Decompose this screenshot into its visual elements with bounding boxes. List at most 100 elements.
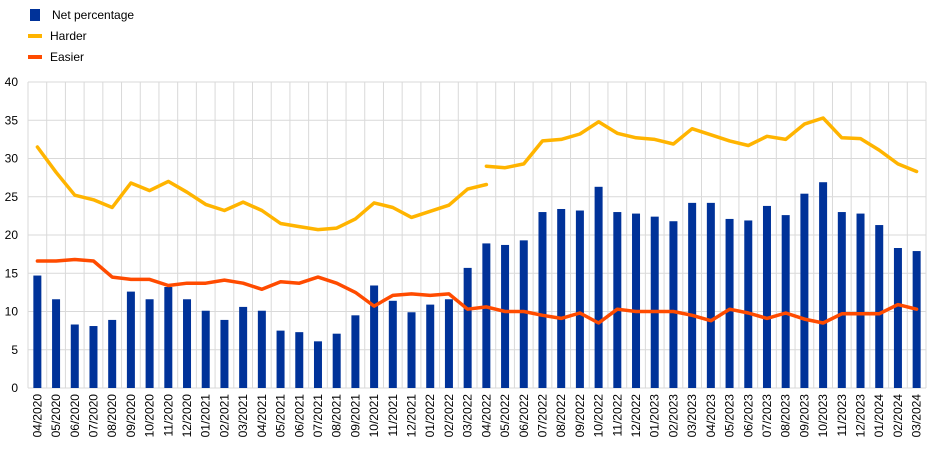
bar-net-percentage bbox=[183, 299, 192, 388]
x-tick-label: 01/2024 bbox=[872, 394, 886, 438]
x-tick-label: 10/2021 bbox=[367, 394, 381, 438]
bar-net-percentage bbox=[632, 213, 641, 388]
x-tick-label: 10/2023 bbox=[816, 394, 830, 438]
bar-net-percentage bbox=[388, 300, 397, 388]
y-tick-label: 5 bbox=[11, 343, 18, 357]
x-tick-label: 02/2022 bbox=[442, 394, 456, 438]
bar-net-percentage bbox=[313, 341, 322, 388]
bar-net-percentage bbox=[762, 205, 771, 388]
x-tick-label: 09/2021 bbox=[348, 394, 362, 438]
line-harder bbox=[35, 145, 489, 232]
x-tick-label: 05/2020 bbox=[49, 394, 63, 438]
y-tick-label: 0 bbox=[11, 381, 18, 395]
x-tick-label: 10/2020 bbox=[143, 394, 157, 438]
bar-net-percentage bbox=[351, 315, 360, 388]
bar-net-percentage bbox=[407, 312, 416, 388]
bar-net-percentage bbox=[220, 319, 229, 388]
x-tick-label: 04/2021 bbox=[255, 394, 269, 438]
legend: Net percentage Harder Easier bbox=[28, 4, 134, 67]
x-tick-label: 05/2021 bbox=[274, 394, 288, 438]
bar-net-percentage bbox=[688, 202, 697, 388]
x-tick-label: 07/2023 bbox=[760, 394, 774, 438]
x-tick-label: 01/2021 bbox=[199, 394, 213, 438]
bar-net-percentage bbox=[669, 221, 678, 388]
x-tick-label: 12/2022 bbox=[629, 394, 643, 438]
bar-net-percentage bbox=[444, 299, 453, 388]
bar-net-percentage bbox=[463, 267, 472, 388]
x-tick-label: 05/2023 bbox=[723, 394, 737, 438]
x-tick-label: 11/2021 bbox=[386, 394, 400, 437]
bar-net-percentage bbox=[875, 225, 884, 388]
bar-net-percentage bbox=[912, 251, 921, 388]
bar-net-percentage bbox=[426, 304, 435, 388]
bar-net-percentage bbox=[482, 243, 491, 388]
x-tick-label: 09/2020 bbox=[124, 394, 138, 438]
bar-net-percentage bbox=[108, 319, 117, 388]
bar-net-percentage bbox=[819, 182, 828, 388]
legend-label: Net percentage bbox=[52, 7, 135, 22]
bar-net-percentage bbox=[650, 216, 659, 388]
bar-net-percentage bbox=[33, 275, 42, 388]
legend-item-net: Net percentage bbox=[30, 4, 134, 25]
legend-swatch-harder bbox=[28, 33, 42, 38]
x-tick-label: 03/2021 bbox=[236, 394, 250, 438]
bar-net-percentage bbox=[837, 212, 846, 388]
x-tick-label: 10/2022 bbox=[592, 394, 606, 438]
legend-item-easier: Easier bbox=[28, 46, 134, 67]
bar-net-percentage bbox=[332, 333, 341, 388]
bar-net-percentage bbox=[501, 244, 510, 388]
y-tick-label: 25 bbox=[5, 190, 19, 204]
x-tick-label: 02/2024 bbox=[891, 394, 905, 438]
x-tick-label: 11/2022 bbox=[610, 394, 624, 437]
bar-net-percentage bbox=[370, 285, 379, 388]
x-tick-label: 08/2023 bbox=[779, 394, 793, 438]
x-tick-label: 06/2020 bbox=[68, 394, 82, 438]
legend-swatch-net bbox=[30, 8, 40, 21]
line-easier bbox=[35, 257, 919, 325]
legend-label: Easier bbox=[50, 49, 85, 64]
x-tick-label: 12/2023 bbox=[854, 394, 868, 438]
y-tick-label: 15 bbox=[5, 266, 19, 280]
x-tick-label: 12/2021 bbox=[405, 394, 419, 438]
bar-net-percentage bbox=[594, 186, 603, 388]
x-tick-label: 03/2022 bbox=[461, 394, 475, 438]
line-harder bbox=[484, 116, 919, 174]
y-tick-label: 35 bbox=[5, 113, 19, 127]
bar-net-percentage bbox=[781, 215, 790, 388]
x-tick-label: 04/2020 bbox=[30, 394, 44, 438]
x-tick-label: 07/2022 bbox=[535, 394, 549, 438]
x-tick-label: 08/2022 bbox=[554, 394, 568, 438]
bar-net-percentage bbox=[89, 326, 98, 388]
x-tick-label: 12/2020 bbox=[180, 394, 194, 438]
bar-net-percentage bbox=[70, 324, 79, 388]
legend-swatch-easier bbox=[28, 54, 42, 59]
bar-net-percentage bbox=[145, 299, 154, 388]
bar-net-percentage bbox=[52, 299, 61, 388]
y-tick-label: 20 bbox=[5, 228, 19, 242]
bar-net-percentage bbox=[257, 310, 266, 388]
bar-net-percentage bbox=[800, 193, 809, 388]
bar-net-percentage bbox=[557, 208, 566, 388]
x-tick-label: 05/2022 bbox=[498, 394, 512, 438]
y-tick-label: 10 bbox=[5, 305, 19, 319]
bar-net-percentage bbox=[744, 220, 753, 388]
x-tick-label: 11/2023 bbox=[835, 394, 849, 437]
x-tick-label: 07/2021 bbox=[311, 394, 325, 438]
bar-net-percentage bbox=[276, 330, 285, 388]
x-tick-label: 02/2023 bbox=[666, 394, 680, 438]
x-tick-label: 04/2023 bbox=[704, 394, 718, 438]
legend-label: Harder bbox=[50, 28, 87, 43]
bar-net-percentage bbox=[575, 210, 584, 388]
y-tick-label: 30 bbox=[5, 152, 19, 166]
bar-net-percentage bbox=[295, 332, 304, 388]
x-tick-label: 03/2023 bbox=[685, 394, 699, 438]
x-tick-label: 07/2020 bbox=[86, 394, 100, 438]
bar-net-percentage bbox=[519, 240, 528, 388]
x-tick-label: 03/2024 bbox=[910, 394, 924, 438]
x-tick-label: 01/2022 bbox=[423, 394, 437, 438]
x-tick-label: 01/2023 bbox=[648, 394, 662, 438]
x-tick-label: 11/2020 bbox=[161, 394, 175, 437]
x-tick-label: 02/2021 bbox=[217, 394, 231, 438]
